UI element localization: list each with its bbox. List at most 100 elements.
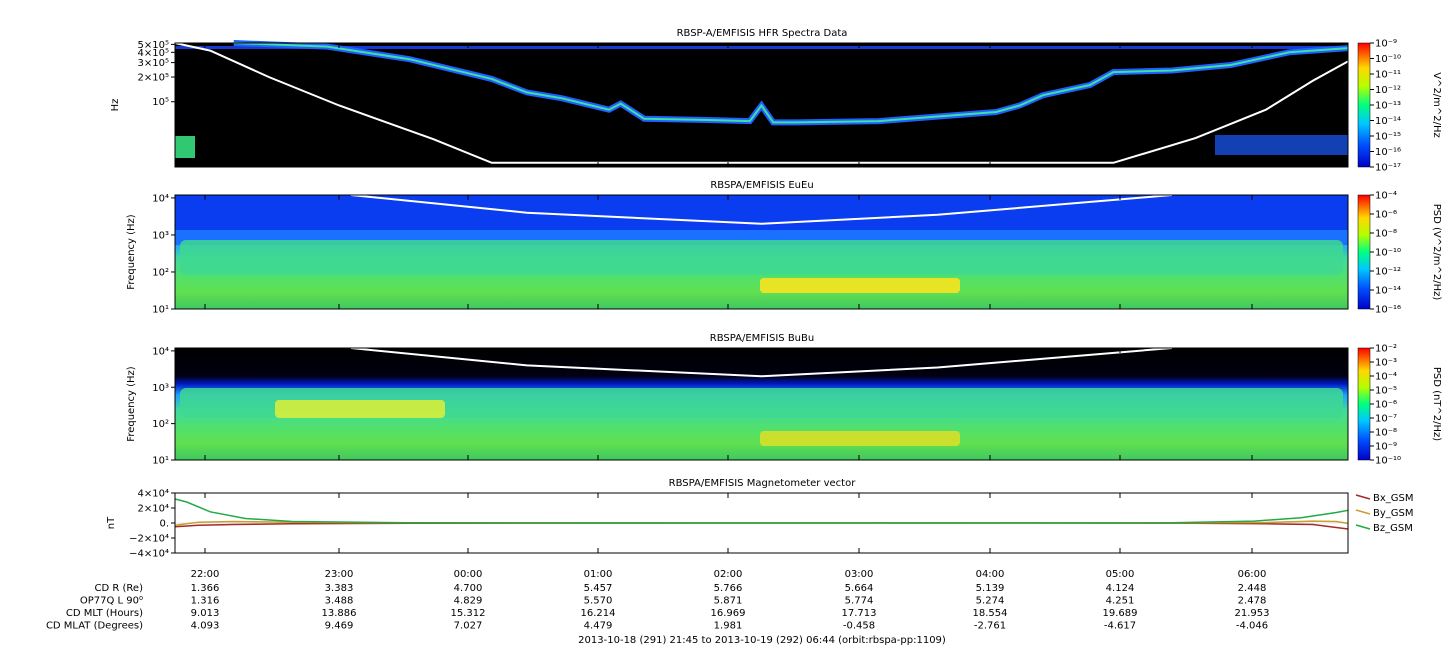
- colorbar-tick-label: 10⁻⁹: [1375, 442, 1397, 453]
- ephemeris-value: 18.554: [973, 608, 1008, 619]
- panel-3-colorbar: [1357, 347, 1371, 461]
- ytick-label: 2×10⁴: [138, 504, 169, 515]
- colorbar-tick-label: 10⁻⁵: [1375, 386, 1397, 397]
- legend-label-By_GSM: By_GSM: [1373, 508, 1414, 519]
- ytick-label: 10⁴: [152, 346, 169, 357]
- ephemeris-value: 1.366: [191, 583, 220, 594]
- spectro-core-2: [180, 388, 1343, 418]
- spectro-core-1: [180, 240, 1343, 275]
- spectro-hot2-1: [760, 278, 960, 293]
- ytick-label: 10³: [152, 383, 169, 394]
- xtick-label: 22:00: [191, 569, 220, 580]
- colorbar-tick-label: 10⁻¹²: [1375, 267, 1401, 278]
- xtick-label: 04:00: [976, 569, 1005, 580]
- ephemeris-row-label: OP77Q L 90⁰: [80, 596, 143, 607]
- panel-2-white-curve: [350, 194, 1173, 225]
- colorbar-tick-label: 10⁻¹⁷: [1375, 163, 1401, 174]
- colorbar-tick-label: 10⁻¹⁵: [1375, 132, 1401, 143]
- ephemeris-row-label: CD R (Re): [95, 583, 144, 594]
- xtick-label: 01:00: [584, 569, 613, 580]
- colorbar-tick-label: 10⁻⁴: [1375, 372, 1397, 383]
- ephemeris-value: 9.013: [191, 608, 220, 619]
- colorbar-tick-label: 10⁻¹⁶: [1375, 147, 1401, 158]
- panel-1-frame: [174, 42, 1349, 168]
- ephemeris-value: 4.124: [1106, 583, 1135, 594]
- colorbar-tick-label: 10⁻¹⁴: [1375, 286, 1401, 297]
- colorbar-tick-label: 10⁻¹¹: [1375, 70, 1401, 81]
- ephemeris-value: 5.766: [714, 583, 743, 594]
- panel-2: RBSPA/EMFISIS EuEu Frequency (Hz) 10⁴ 10³ 10…: [126, 180, 1442, 316]
- ephemeris-value: 3.383: [325, 583, 354, 594]
- ephemeris-table: 22:00 23:00 00:00 01:00 02:00 03:00 04:00 05:00…: [46, 569, 1270, 632]
- ytick-label: 4×10⁵: [138, 48, 169, 59]
- ephemeris-value: 5.871: [714, 596, 743, 607]
- ephemeris-value: 5.570: [584, 596, 613, 607]
- panel-2-ylabel: Frequency (Hz): [126, 214, 137, 290]
- xtick-label: 00:00: [454, 569, 483, 580]
- colorbar-tick-label: 10⁻³: [1375, 358, 1397, 369]
- spectro-hot2-2: [760, 431, 960, 446]
- panel-3-white-curve: [350, 347, 1173, 378]
- ephemeris-value: 16.214: [581, 608, 616, 619]
- ytick-label: 10²: [152, 419, 169, 430]
- legend-label-Bx_GSM: Bx_GSM: [1373, 493, 1414, 504]
- colorbar-tick-label: 10⁻¹²: [1375, 85, 1401, 96]
- colorbar-tick-label: 10⁻⁶: [1375, 210, 1397, 221]
- ytick-label: 10¹: [152, 456, 169, 467]
- colorbar-tick-label: 10⁻²: [1375, 344, 1397, 355]
- colorbar-tick-label: 10⁻⁷: [1375, 414, 1397, 425]
- ephemeris-value: 16.969: [711, 608, 746, 619]
- hfr-top-strip: [175, 46, 1348, 49]
- colorbar-tick-label: 10⁻⁴: [1375, 191, 1397, 202]
- xtick-label: 23:00: [325, 569, 354, 580]
- ytick-label: 2×10⁵: [138, 73, 169, 84]
- ephemeris-value: 21.953: [1235, 608, 1270, 619]
- ephemeris-value: 3.488: [325, 596, 354, 607]
- panel-3-frame: [174, 347, 1349, 461]
- colorbar-tick-label: 10⁻¹⁰: [1375, 54, 1401, 65]
- xtick-label: 06:00: [1238, 569, 1267, 580]
- ephemeris-value: 4.700: [454, 583, 483, 594]
- ytick-label: 5×10⁵: [138, 40, 169, 51]
- ytick-label: 10³: [152, 230, 169, 241]
- panel-1-title: RBSP-A/EMFISIS HFR Spectra Data: [677, 28, 848, 39]
- ephemeris-value: 4.829: [454, 596, 483, 607]
- panel-4-title: RBSPA/EMFISIS Magnetometer vector: [669, 478, 857, 489]
- panel-1: RBSP-A/EMFISIS HFR Spectra Data Hz 5×10⁵4×…: [110, 28, 1442, 174]
- ephemeris-value: 5.774: [845, 596, 874, 607]
- ephemeris-value: 19.689: [1103, 608, 1138, 619]
- panel-3-colorbar-label: PSD (nT^2/Hz): [1431, 367, 1442, 441]
- colorbar-tick-label: 10⁻¹⁰: [1375, 248, 1401, 259]
- ephemeris-value: 1.316: [191, 596, 220, 607]
- panel-1-colorbar-label: V^2/m^2/Hz: [1431, 72, 1442, 138]
- ephemeris-value: 15.312: [451, 608, 486, 619]
- hfr-left-patch: [175, 136, 195, 158]
- legend-swatch-Bx_GSM: [1355, 494, 1371, 500]
- ephemeris-value: 5.457: [584, 583, 613, 594]
- panel-3-title: RBSPA/EMFISIS BuBu: [710, 333, 814, 344]
- panel-3: RBSPA/EMFISIS BuBu Frequency (Hz) 10⁴ 10³ 10…: [126, 333, 1442, 467]
- ephemeris-value: 5.274: [976, 596, 1005, 607]
- ephemeris-value: 4.093: [191, 621, 220, 632]
- ephemeris-value: 4.479: [584, 621, 613, 632]
- hfr-right-patch: [1215, 135, 1348, 155]
- panel-1-ylabel: Hz: [110, 99, 121, 112]
- panel-2-colorbar-label: PSD (V^2/m^2/Hz): [1431, 204, 1442, 301]
- panel-4-ylabel: nT: [106, 516, 117, 529]
- xtick-label: 05:00: [1106, 569, 1135, 580]
- ephemeris-row-label: CD MLAT (Degrees): [46, 621, 143, 632]
- ytick-label: 3×10⁵: [138, 58, 169, 69]
- ephemeris-value: 1.981: [714, 621, 743, 632]
- ephemeris-value: -4.617: [1104, 621, 1136, 632]
- ephemeris-value: 5.139: [976, 583, 1005, 594]
- ephemeris-value: 4.251: [1106, 596, 1135, 607]
- xtick-label: 03:00: [845, 569, 874, 580]
- panel-2-title: RBSPA/EMFISIS EuEu: [710, 180, 813, 191]
- ytick-label: 10²: [152, 267, 169, 278]
- ephemeris-value: 7.027: [454, 621, 483, 632]
- time-range-label: 2013-10-18 (291) 21:45 to 2013-10-19 (29…: [578, 635, 946, 646]
- colorbar-tick-label: 10⁻⁶: [1375, 400, 1397, 411]
- panel-2-frame: [174, 194, 1349, 310]
- panel-1-colorbar: [1357, 42, 1371, 168]
- ephemeris-value: 2.448: [1238, 583, 1267, 594]
